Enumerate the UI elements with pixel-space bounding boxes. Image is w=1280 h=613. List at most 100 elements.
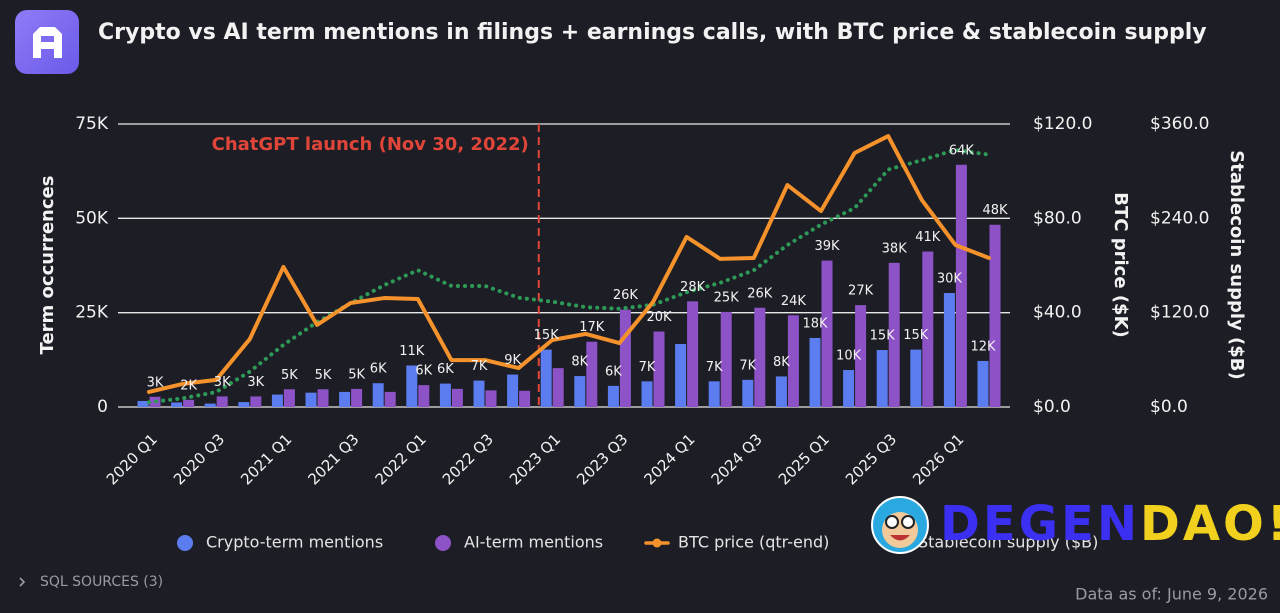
value-label: 15K (534, 328, 560, 343)
y2-tick-label: $120.0 (1033, 114, 1092, 134)
bar (922, 251, 934, 407)
bar (216, 396, 228, 407)
value-label: 12K (970, 339, 996, 354)
bar (876, 350, 888, 407)
bar (439, 383, 451, 407)
x-tick-label: 2023 Q3 (573, 430, 631, 488)
x-tick-label: 2026 Q1 (909, 430, 967, 488)
sources-toggle[interactable]: SQL SOURCES (3) (19, 574, 163, 590)
sql-sources[interactable]: SQL SOURCES (3) (40, 574, 163, 590)
legend-swatch (652, 538, 662, 548)
watermark-part: DAO! (1140, 496, 1280, 552)
x-tick-label: 2025 Q1 (775, 430, 833, 488)
bar (574, 376, 586, 407)
bar (305, 392, 317, 407)
value-label: 5K (348, 367, 365, 382)
value-label: 28K (680, 280, 706, 295)
value-label: 6K (437, 362, 454, 377)
bar (204, 403, 216, 407)
y2-tick-label: $0.0 (1033, 397, 1071, 417)
value-label: 30K (937, 272, 963, 287)
value-label: 15K (870, 329, 896, 344)
watermark-avatar (890, 535, 910, 541)
btc-line (147, 134, 991, 394)
value-label: 25K (714, 290, 740, 305)
value-label: 7K (706, 360, 723, 375)
legend-item[interactable]: AI-term mentions (435, 533, 603, 552)
value-label: 3K (147, 375, 164, 390)
logo (15, 10, 79, 74)
bar (339, 391, 351, 407)
value-label: 20K (646, 310, 672, 325)
x-tick-label: 2021 Q3 (304, 430, 362, 488)
bar (283, 389, 295, 407)
bar (317, 389, 329, 407)
value-label: 18K (802, 316, 828, 331)
bar (586, 341, 598, 407)
bar (137, 400, 149, 407)
legend-label: BTC price (qtr-end) (678, 533, 829, 552)
bar (372, 383, 384, 407)
bar (675, 343, 687, 407)
title: Crypto vs AI term mentions in filings + … (98, 20, 1207, 45)
value-label: 5K (315, 368, 332, 383)
bar (507, 374, 519, 407)
legend-swatch (435, 535, 451, 551)
bar (238, 402, 250, 407)
value-label: 10K (836, 349, 862, 364)
bar (843, 370, 855, 407)
bar (809, 337, 821, 407)
legend-label: Crypto-term mentions (206, 533, 383, 552)
bar (384, 391, 396, 407)
x-tick-label: 2021 Q1 (237, 430, 295, 488)
bar (351, 388, 363, 407)
bar (687, 301, 699, 407)
bar (708, 381, 720, 407)
bar (607, 385, 619, 407)
value-label: 7K (471, 359, 488, 374)
value-label: 64K (949, 143, 975, 158)
x-tick-label: 2023 Q1 (506, 430, 564, 488)
x-tick-label: 2020 Q3 (170, 430, 228, 488)
value-label: 39K (814, 239, 840, 254)
legend-label: AI-term mentions (464, 533, 603, 552)
bar (250, 396, 262, 407)
bar (473, 380, 485, 407)
value-label: 6K (605, 364, 622, 379)
bar (775, 376, 787, 407)
watermark: DEGENDAO! (871, 496, 1280, 554)
y3-axis-title: Stablecoin supply ($B) (1226, 150, 1247, 379)
legend-item[interactable]: Crypto-term mentions (177, 533, 383, 552)
bar (271, 394, 283, 407)
bar (977, 360, 989, 407)
x-tick-label: 2022 Q3 (439, 430, 497, 488)
bar (406, 365, 418, 407)
value-label: 24K (781, 294, 807, 309)
bar (540, 349, 552, 407)
bar (955, 164, 967, 407)
y3-tick-label: $120.0 (1150, 303, 1209, 323)
legend-item[interactable]: BTC price (qtr-end) (644, 533, 829, 552)
value-label: 48K (982, 203, 1008, 218)
x-tick-label: 2024 Q3 (708, 430, 766, 488)
bar (888, 262, 900, 407)
watermark-avatar (885, 515, 899, 529)
x-tick-label: 2022 Q1 (372, 430, 430, 488)
x-tick-label: 2024 Q1 (640, 430, 698, 488)
y3-tick-label: $360.0 (1150, 114, 1209, 134)
value-label: 8K (773, 355, 790, 370)
value-label: 2K (180, 378, 197, 393)
bar (519, 390, 531, 407)
bar (787, 315, 799, 407)
bar (754, 307, 766, 407)
watermark-text: DEGENDAO! (940, 496, 1280, 552)
bar (742, 379, 754, 407)
y-axis-title: Term occurrences (37, 176, 58, 355)
value-label: 38K (882, 241, 908, 256)
y3-tick-label: $240.0 (1150, 208, 1209, 228)
bar (989, 224, 1001, 407)
bar (910, 349, 922, 407)
y3-tick-label: $0.0 (1150, 397, 1188, 417)
bar (641, 381, 653, 407)
